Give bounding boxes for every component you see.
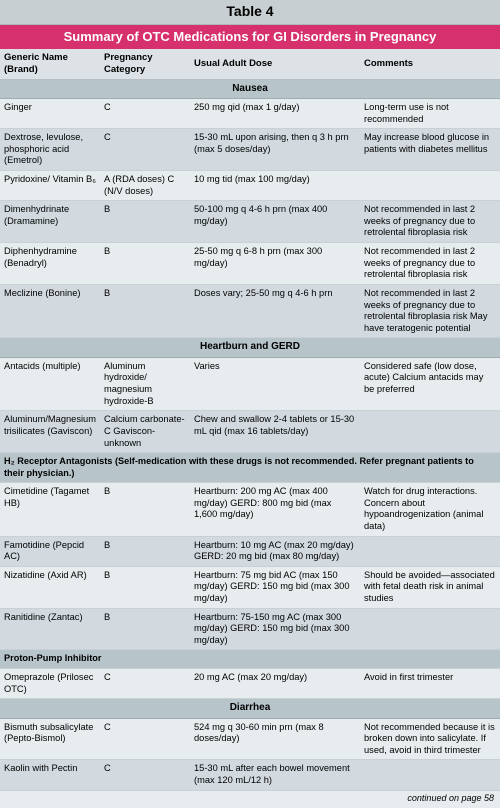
cell-dose: Heartburn: 10 mg AC (max 20 mg/day) GERD… xyxy=(190,536,360,566)
cell-generic: Omeprazole (Prilosec OTC) xyxy=(0,668,100,698)
table-row: Aluminum/Magnesium trisilicates (Gavisco… xyxy=(0,411,500,453)
cell-comments: Considered safe (low dose, acute) Calciu… xyxy=(360,357,500,410)
cell-category: C xyxy=(100,718,190,760)
cell-comments: Not recommended in last 2 weeks of pregn… xyxy=(360,201,500,243)
cell-comments: Not recommended in last 2 weeks of pregn… xyxy=(360,243,500,285)
table-row: Ranitidine (Zantac)BHeartburn: 75-150 mg… xyxy=(0,608,500,650)
cell-category: B xyxy=(100,284,190,337)
cell-generic: Kaolin with Pectin xyxy=(0,760,100,790)
cell-comments: Watch for drug interactions. Concern abo… xyxy=(360,483,500,536)
table-row: Omeprazole (Prilosec OTC)C20 mg AC (max … xyxy=(0,668,500,698)
cell-generic: Diphenhydramine (Benadryl) xyxy=(0,243,100,285)
cell-category: C xyxy=(100,760,190,790)
cell-comments: Not recommended in last 2 weeks of pregn… xyxy=(360,284,500,337)
cell-category: C xyxy=(100,99,190,129)
cell-category: A (RDA doses) C (N/V doses) xyxy=(100,171,190,201)
cell-category: B xyxy=(100,608,190,650)
cell-dose: Heartburn: 200 mg AC (max 400 mg/day) GE… xyxy=(190,483,360,536)
section-note: H₂ Receptor Antagonists (Self-medication… xyxy=(0,453,500,483)
cell-comments: May increase blood glucose in patients w… xyxy=(360,129,500,171)
cell-comments: Not recommended because it is broken dow… xyxy=(360,718,500,760)
section-header: Heartburn and GERD xyxy=(0,338,500,358)
cell-dose: 524 mg q 30-60 min prn (max 8 doses/day) xyxy=(190,718,360,760)
cell-category: B xyxy=(100,243,190,285)
cell-generic: Pyridoxine/ Vitamin B₆ xyxy=(0,171,100,201)
cell-generic: Bismuth subsalicylate (Pepto-Bismol) xyxy=(0,718,100,760)
table-row: Meclizine (Bonine)BDoses vary; 25-50 mg … xyxy=(0,284,500,337)
cell-category: B xyxy=(100,483,190,536)
cell-comments: Should be avoided—associated with fetal … xyxy=(360,566,500,608)
cell-generic: Ginger xyxy=(0,99,100,129)
section-header: Diarrhea xyxy=(0,699,500,719)
cell-category: C xyxy=(100,668,190,698)
table-title: Table 4 xyxy=(0,0,500,25)
cell-dose: Varies xyxy=(190,357,360,410)
header-row: Generic Name (Brand) Pregnancy Category … xyxy=(0,49,500,79)
table-row: Pyridoxine/ Vitamin B₆A (RDA doses) C (N… xyxy=(0,171,500,201)
cell-category: B xyxy=(100,536,190,566)
table-row: Bismuth subsalicylate (Pepto-Bismol)C524… xyxy=(0,718,500,760)
section-label: Heartburn and GERD xyxy=(0,338,500,358)
cell-dose: Doses vary; 25-50 mg q 4-6 h prn xyxy=(190,284,360,337)
table-row: Famotidine (Pepcid AC)BHeartburn: 10 mg … xyxy=(0,536,500,566)
cell-generic: Nizatidine (Axid AR) xyxy=(0,566,100,608)
cell-dose: 15-30 mL after each bowel movement (max … xyxy=(190,760,360,790)
col-header: Usual Adult Dose xyxy=(190,49,360,79)
cell-category: B xyxy=(100,201,190,243)
cell-comments: Long-term use is not recommended xyxy=(360,99,500,129)
cell-dose: Heartburn: 75 mg bid AC (max 150 mg/day)… xyxy=(190,566,360,608)
data-table: Generic Name (Brand) Pregnancy Category … xyxy=(0,49,500,791)
cell-generic: Antacids (multiple) xyxy=(0,357,100,410)
table-row: GingerC250 mg qid (max 1 g/day)Long-term… xyxy=(0,99,500,129)
cell-dose: 250 mg qid (max 1 g/day) xyxy=(190,99,360,129)
section-note-text: Proton-Pump Inhibitor xyxy=(0,650,500,669)
table-row: Cimetidine (Tagamet HB)BHeartburn: 200 m… xyxy=(0,483,500,536)
cell-comments xyxy=(360,536,500,566)
cell-generic: Cimetidine (Tagamet HB) xyxy=(0,483,100,536)
cell-dose: 10 mg tid (max 100 mg/day) xyxy=(190,171,360,201)
table-subtitle: Summary of OTC Medications for GI Disord… xyxy=(0,25,500,49)
table-row: Diphenhydramine (Benadryl)B25-50 mg q 6-… xyxy=(0,243,500,285)
cell-generic: Meclizine (Bonine) xyxy=(0,284,100,337)
cell-comments xyxy=(360,608,500,650)
medication-table: Table 4 Summary of OTC Medications for G… xyxy=(0,0,500,808)
continued-note: continued on page 58 xyxy=(0,791,500,808)
cell-dose: Chew and swallow 2-4 tablets or 15-30 mL… xyxy=(190,411,360,453)
section-note: Proton-Pump Inhibitor xyxy=(0,650,500,669)
col-header: Pregnancy Category xyxy=(100,49,190,79)
cell-generic: Famotidine (Pepcid AC) xyxy=(0,536,100,566)
cell-dose: 15-30 mL upon arising, then q 3 h prn (m… xyxy=(190,129,360,171)
table-row: Dimenhydrinate (Dramamine)B50-100 mg q 4… xyxy=(0,201,500,243)
table-row: Dextrose, levulose, phosphoric acid (Eme… xyxy=(0,129,500,171)
section-label: Diarrhea xyxy=(0,699,500,719)
cell-comments: Avoid in first trimester xyxy=(360,668,500,698)
cell-category: Aluminum hydroxide/ magnesium hydroxide-… xyxy=(100,357,190,410)
col-header: Comments xyxy=(360,49,500,79)
cell-dose: 20 mg AC (max 20 mg/day) xyxy=(190,668,360,698)
cell-generic: Ranitidine (Zantac) xyxy=(0,608,100,650)
col-header: Generic Name (Brand) xyxy=(0,49,100,79)
cell-dose: Heartburn: 75-150 mg AC (max 300 mg/day)… xyxy=(190,608,360,650)
cell-dose: 25-50 mg q 6-8 h prn (max 300 mg/day) xyxy=(190,243,360,285)
cell-generic: Dimenhydrinate (Dramamine) xyxy=(0,201,100,243)
table-row: Kaolin with PectinC15-30 mL after each b… xyxy=(0,760,500,790)
table-row: Antacids (multiple)Aluminum hydroxide/ m… xyxy=(0,357,500,410)
section-label: Nausea xyxy=(0,79,500,99)
cell-category: Calcium carbonate-C Gaviscon-unknown xyxy=(100,411,190,453)
cell-category: B xyxy=(100,566,190,608)
table-row: Nizatidine (Axid AR)BHeartburn: 75 mg bi… xyxy=(0,566,500,608)
cell-comments xyxy=(360,760,500,790)
cell-comments xyxy=(360,171,500,201)
section-header: Nausea xyxy=(0,79,500,99)
section-note-text: H₂ Receptor Antagonists (Self-medication… xyxy=(0,453,500,483)
cell-comments xyxy=(360,411,500,453)
cell-generic: Dextrose, levulose, phosphoric acid (Eme… xyxy=(0,129,100,171)
cell-category: C xyxy=(100,129,190,171)
cell-generic: Aluminum/Magnesium trisilicates (Gavisco… xyxy=(0,411,100,453)
cell-dose: 50-100 mg q 4-6 h prn (max 400 mg/day) xyxy=(190,201,360,243)
